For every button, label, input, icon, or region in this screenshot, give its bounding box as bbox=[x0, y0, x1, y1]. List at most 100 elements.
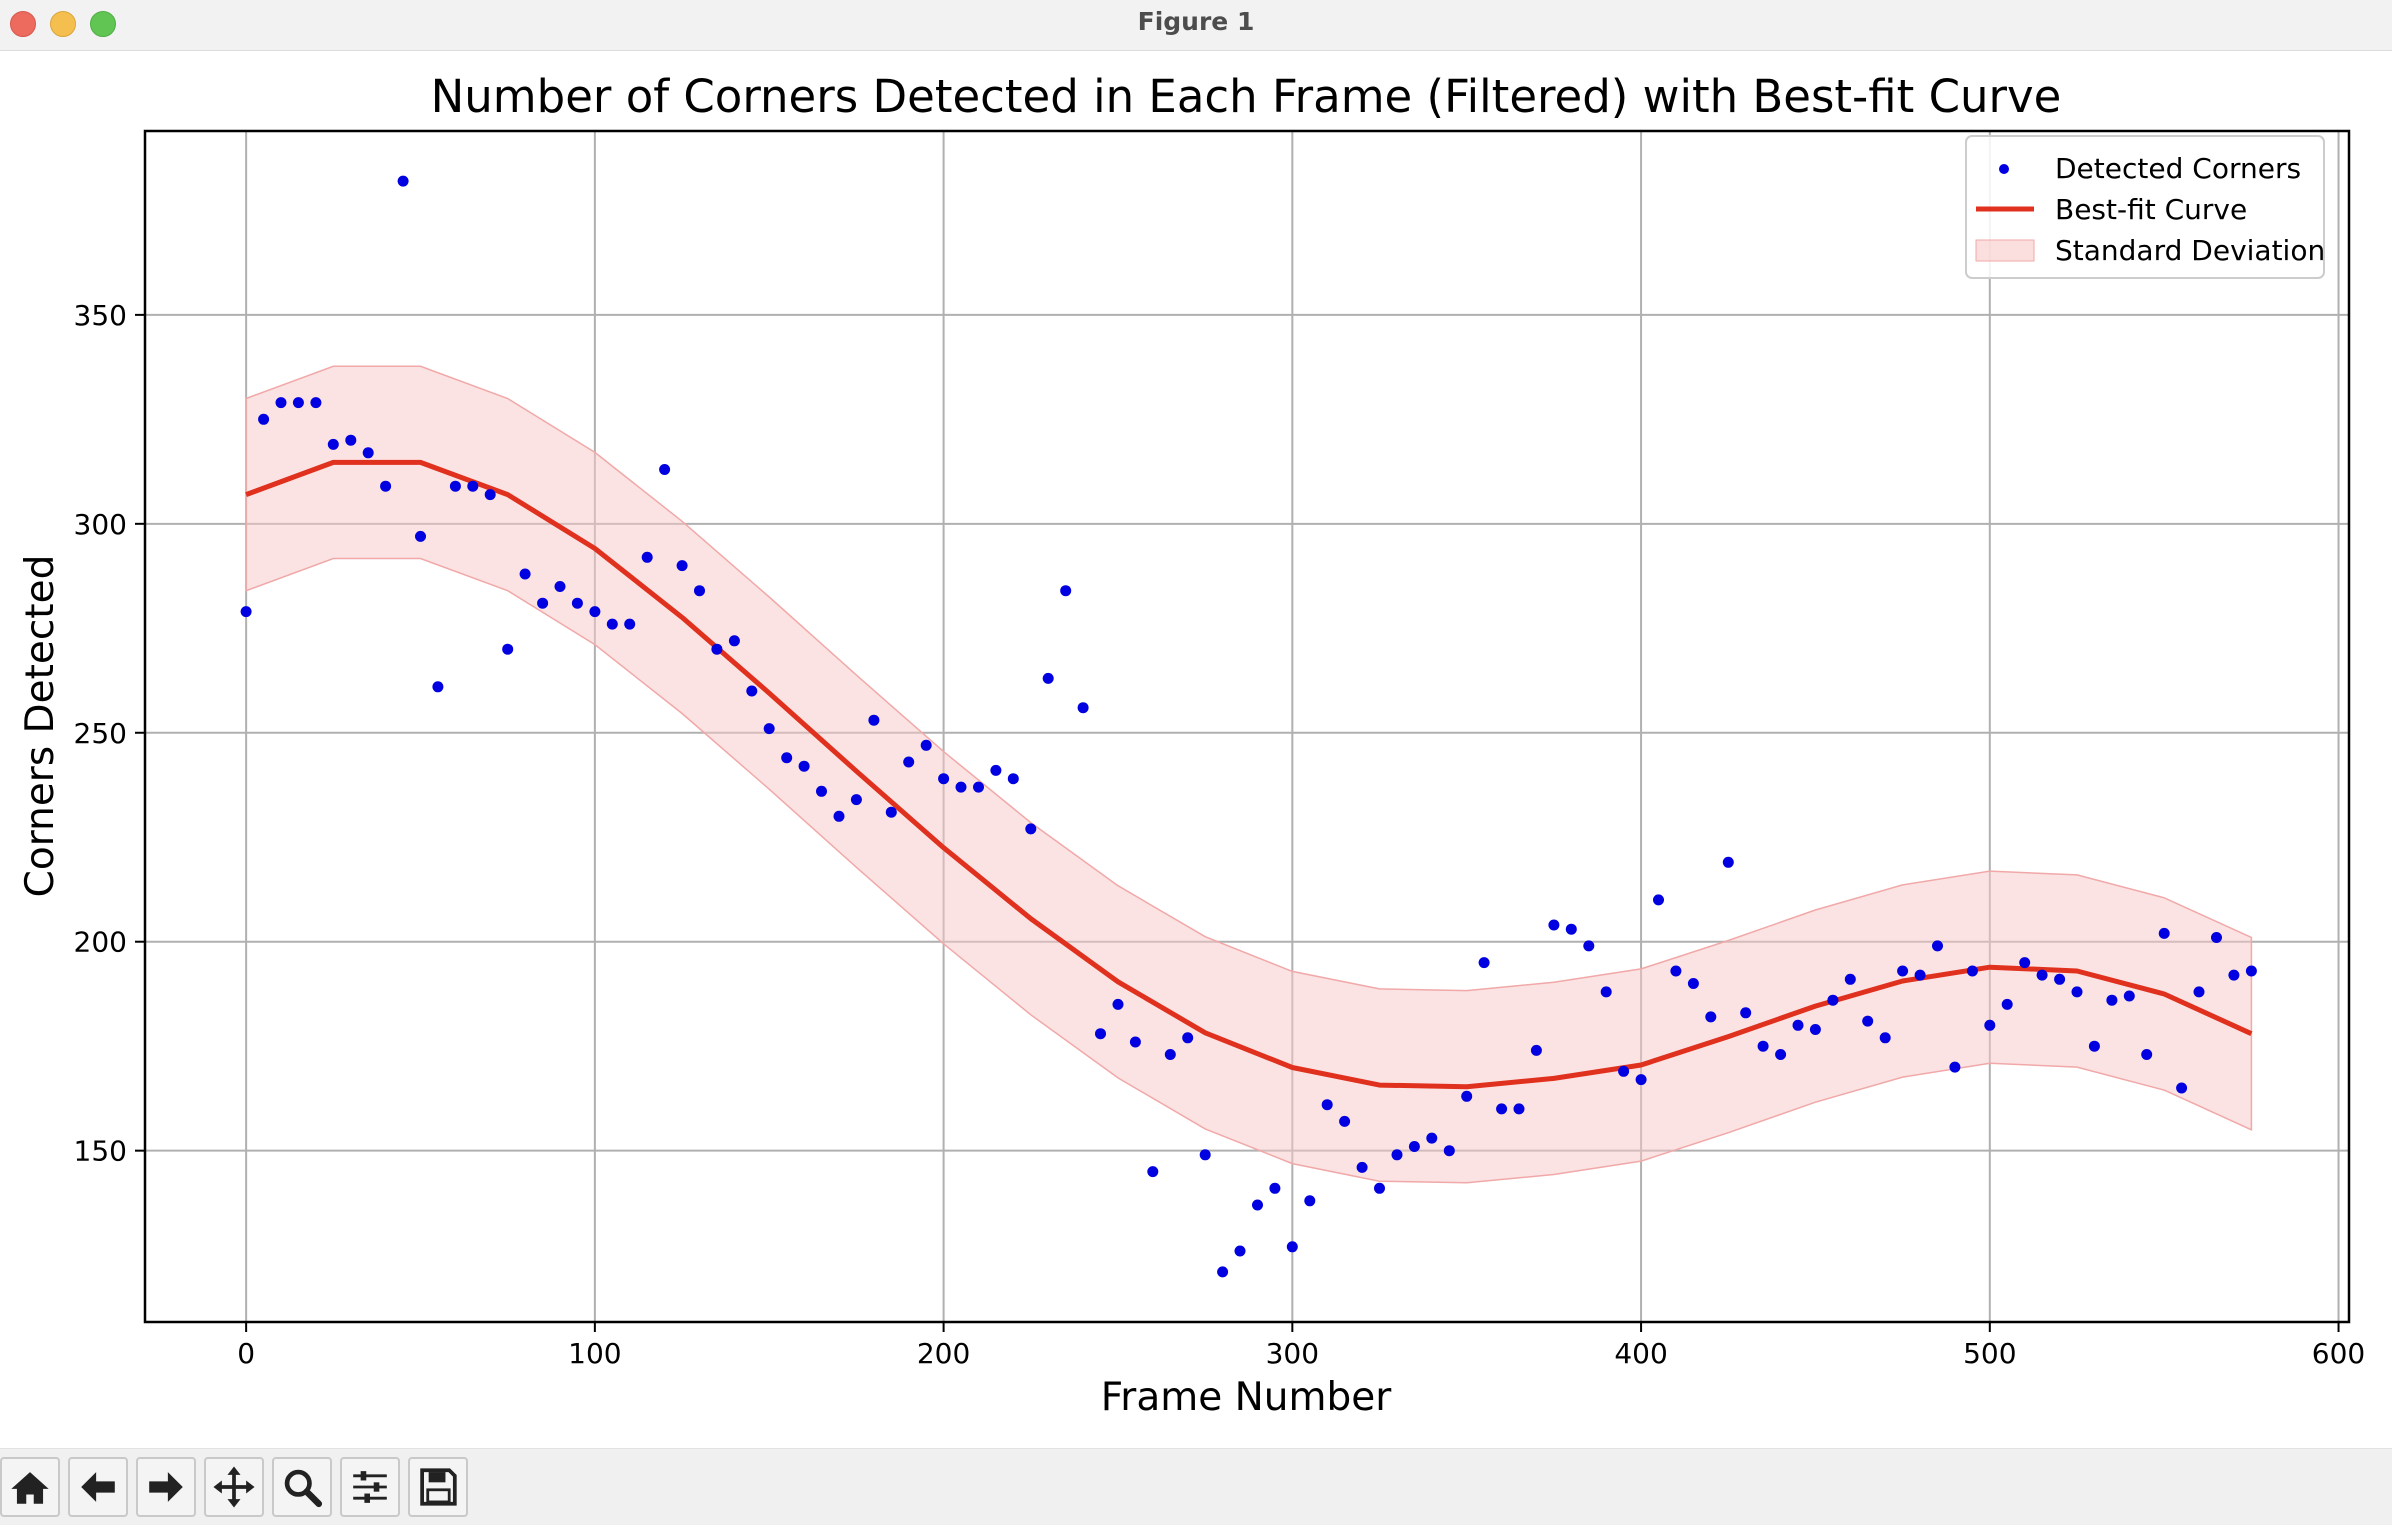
data-point bbox=[746, 685, 758, 697]
data-point bbox=[1461, 1090, 1473, 1102]
y-tick-label: 350 bbox=[74, 299, 127, 332]
data-point bbox=[1914, 969, 1926, 981]
data-point bbox=[1583, 940, 1595, 952]
data-point bbox=[1339, 1115, 1351, 1127]
data-point bbox=[1775, 1049, 1787, 1060]
y-tick-label: 200 bbox=[74, 926, 127, 959]
data-point bbox=[2054, 973, 2066, 985]
save-button[interactable] bbox=[408, 1457, 468, 1517]
data-point bbox=[2036, 969, 2048, 981]
forward-icon bbox=[149, 1472, 183, 1502]
data-point bbox=[2176, 1082, 2188, 1094]
data-point bbox=[1025, 823, 1037, 835]
data-point bbox=[2071, 986, 2083, 998]
data-point bbox=[1687, 978, 1699, 989]
data-point bbox=[1565, 923, 1577, 935]
data-point bbox=[659, 464, 671, 475]
data-point bbox=[1217, 1266, 1229, 1278]
maximize-window-button[interactable] bbox=[90, 11, 116, 37]
pan-button[interactable] bbox=[204, 1457, 264, 1517]
data-point bbox=[1164, 1049, 1176, 1060]
data-point bbox=[1862, 1015, 1874, 1027]
data-point bbox=[1408, 1141, 1420, 1152]
x-tick-label: 300 bbox=[1266, 1337, 1319, 1370]
forward-button[interactable] bbox=[136, 1457, 196, 1517]
data-point bbox=[1147, 1166, 1159, 1178]
data-point bbox=[850, 794, 862, 806]
data-point bbox=[955, 781, 967, 793]
close-window-button[interactable] bbox=[10, 11, 36, 37]
x-tick-label: 0 bbox=[237, 1337, 255, 1370]
y-axis-label: Corners Detected bbox=[18, 555, 63, 898]
data-point bbox=[1496, 1103, 1508, 1115]
data-point bbox=[2019, 957, 2031, 969]
data-point bbox=[327, 438, 339, 450]
data-point bbox=[1984, 1019, 1996, 1031]
data-point bbox=[798, 760, 810, 772]
data-point bbox=[990, 764, 1002, 776]
data-point bbox=[1653, 894, 1664, 906]
data-point bbox=[345, 434, 357, 446]
data-point bbox=[1356, 1161, 1368, 1173]
data-point bbox=[519, 568, 531, 580]
configure-subplots-icon bbox=[353, 1471, 387, 1503]
legend-marker-points bbox=[1999, 164, 2009, 174]
data-point bbox=[1391, 1149, 1403, 1161]
data-point bbox=[1426, 1132, 1438, 1144]
data-point bbox=[641, 551, 653, 563]
data-point bbox=[676, 560, 688, 572]
data-point bbox=[1670, 965, 1682, 977]
data-point bbox=[1548, 919, 1560, 931]
data-point bbox=[554, 581, 566, 592]
data-point bbox=[2001, 998, 2013, 1010]
data-point bbox=[938, 773, 950, 785]
data-point bbox=[362, 447, 374, 459]
zoom-button[interactable] bbox=[272, 1457, 332, 1517]
data-point bbox=[1252, 1199, 1263, 1211]
back-button[interactable] bbox=[68, 1457, 128, 1517]
data-point bbox=[1844, 973, 1856, 985]
data-point bbox=[275, 397, 287, 409]
data-point bbox=[2123, 990, 2135, 1002]
plot-frame bbox=[143, 129, 2351, 1324]
data-point bbox=[1269, 1182, 1281, 1194]
legend-label-band: Standard Deviation bbox=[2055, 234, 2325, 267]
home-icon bbox=[11, 1472, 49, 1504]
legend-marker-band bbox=[1975, 239, 2035, 262]
data-point bbox=[1879, 1032, 1891, 1044]
data-point bbox=[1897, 965, 1909, 977]
data-point bbox=[1199, 1149, 1211, 1161]
std-band bbox=[245, 365, 2253, 1184]
data-point bbox=[2158, 927, 2170, 939]
data-point bbox=[1809, 1024, 1821, 1035]
back-icon bbox=[81, 1472, 115, 1502]
data-point bbox=[1077, 702, 1089, 714]
axis-ticks: 0 100 200 300 400 500 600 150 200 250 300 350 bbox=[74, 299, 2366, 1370]
configure-subplots-button[interactable] bbox=[340, 1457, 400, 1517]
x-tick-label: 400 bbox=[1614, 1337, 1667, 1370]
x-axis-label: Frame Number bbox=[1101, 1375, 1393, 1420]
data-point bbox=[1600, 986, 1612, 998]
navigation-toolbar bbox=[0, 1448, 2392, 1525]
data-point bbox=[1530, 1044, 1542, 1056]
data-point bbox=[1060, 585, 1072, 597]
data-point bbox=[1374, 1182, 1385, 1194]
figure-canvas: Number of Corners Detected in Each Frame… bbox=[18, 70, 2366, 1420]
data-point bbox=[1042, 672, 1054, 684]
data-point bbox=[432, 681, 444, 693]
home-button[interactable] bbox=[0, 1457, 60, 1517]
data-point bbox=[711, 643, 723, 655]
data-point bbox=[571, 597, 583, 609]
data-point bbox=[589, 606, 601, 618]
minimize-window-button[interactable] bbox=[50, 11, 76, 37]
data-point bbox=[868, 714, 880, 726]
data-point bbox=[728, 635, 740, 647]
data-point bbox=[467, 480, 479, 492]
std-band-area bbox=[245, 365, 2253, 1184]
x-tick-label: 200 bbox=[917, 1337, 970, 1370]
data-point bbox=[484, 489, 496, 501]
data-point bbox=[1705, 1011, 1717, 1023]
data-point bbox=[1321, 1099, 1333, 1111]
data-point bbox=[502, 643, 514, 655]
data-point bbox=[380, 480, 392, 492]
